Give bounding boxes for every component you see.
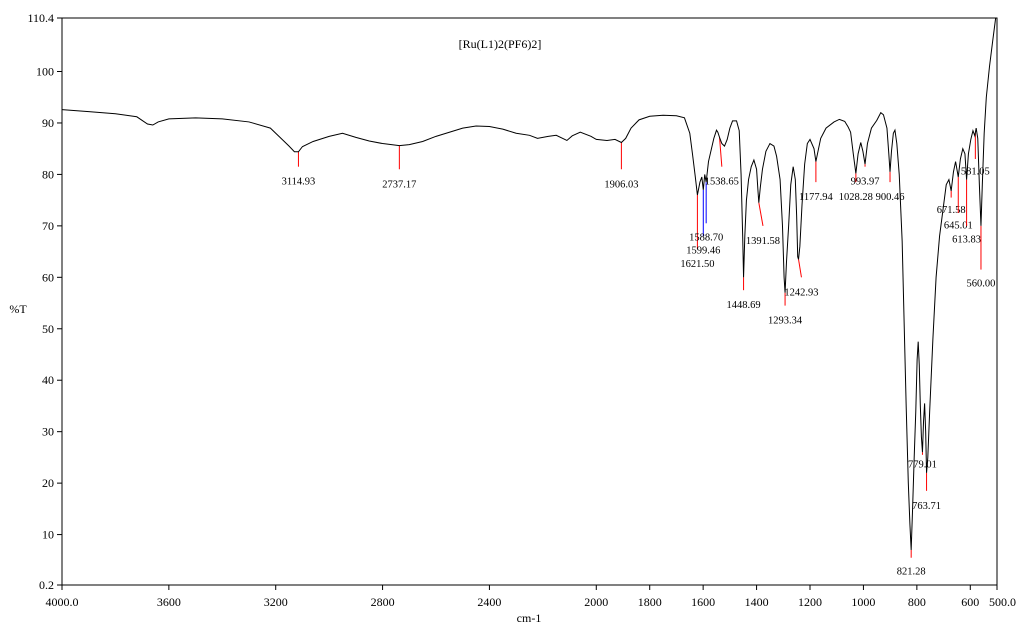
y-tick-label: 110.4 [27,11,54,25]
peak-label: 993.97 [851,177,880,188]
peak-marker [798,259,802,278]
x-tick-label: 800 [908,595,926,609]
y-axis: 0.2 10 20 30 40 50 60 70 80 90 100 110.4 [27,11,62,592]
peak-label: 1391.58 [746,236,780,247]
plot-frame [61,17,998,586]
y-tick-label: 40 [42,373,54,387]
x-tick-label: 2800 [371,595,395,609]
peak-marker [719,137,723,167]
y-tick-label: 10 [42,528,54,542]
chart-title: [Ru(L1)2(PF6)2] [459,37,542,51]
peak-label: 671.58 [937,205,966,216]
peak-label: 2737.17 [382,179,416,190]
x-tick-label: 1200 [798,595,822,609]
x-axis-title: cm-1 [517,611,542,625]
x-tick-label: 1800 [638,595,662,609]
peak-label: 581.05 [961,166,990,177]
y-tick-label: 70 [42,219,54,233]
y-tick-label: 50 [42,322,54,336]
x-tick-label: 3600 [157,595,181,609]
x-axis: 4000.0 3600 3200 2800 2400 2000 1800 1600 1400 12… [46,585,1016,609]
peak-label: 1177.94 [799,192,833,203]
x-tick-label: 4000.0 [46,595,79,609]
peak-label: 1293.34 [768,316,803,327]
y-tick-label: 80 [42,167,54,181]
peak-marker [758,202,764,226]
peak-label: 763.71 [912,501,941,512]
y-tick-label: 60 [42,270,54,284]
y-tick-label: 0.2 [39,578,54,592]
y-tick-label: 30 [42,425,54,439]
peak-label: 1621.50 [680,259,714,270]
x-tick-label: 1000 [851,595,875,609]
y-tick-label: 90 [42,116,54,130]
x-tick-label: 1400 [745,595,769,609]
y-axis-title: %T [9,302,27,316]
y-tick-label: 100 [36,65,54,79]
x-tick-label: 2000 [584,595,608,609]
peak-label: 1906.03 [604,179,638,190]
peak-label: 1448.69 [727,300,761,311]
y-tick-label: 20 [42,476,54,490]
peak-label: 779.01 [908,460,937,471]
peak-label: 3114.93 [282,177,316,188]
x-tick-label: 1600 [691,595,715,609]
peak-label: 1028.28 [839,192,873,203]
peak-markers: 3114.93 2737.17 1906.03 1621.50 1599.46 1588.… [282,133,996,578]
transmittance-series-line [61,17,997,551]
peak-label: 1242.93 [784,287,818,298]
peak-label: 560.00 [967,279,996,290]
peak-label: 1599.46 [686,246,720,257]
peak-label: 645.01 [944,220,973,231]
peak-label: 900.46 [876,192,905,203]
x-tick-label: 600 [961,595,979,609]
x-tick-label: 500.0 [989,595,1016,609]
x-tick-label: 2400 [477,595,501,609]
peak-label: 1588.70 [689,232,723,243]
peak-label: 613.83 [952,234,981,245]
peak-label: 821.28 [897,567,926,578]
peak-label: 1538.65 [705,177,739,188]
x-tick-label: 3200 [264,595,288,609]
